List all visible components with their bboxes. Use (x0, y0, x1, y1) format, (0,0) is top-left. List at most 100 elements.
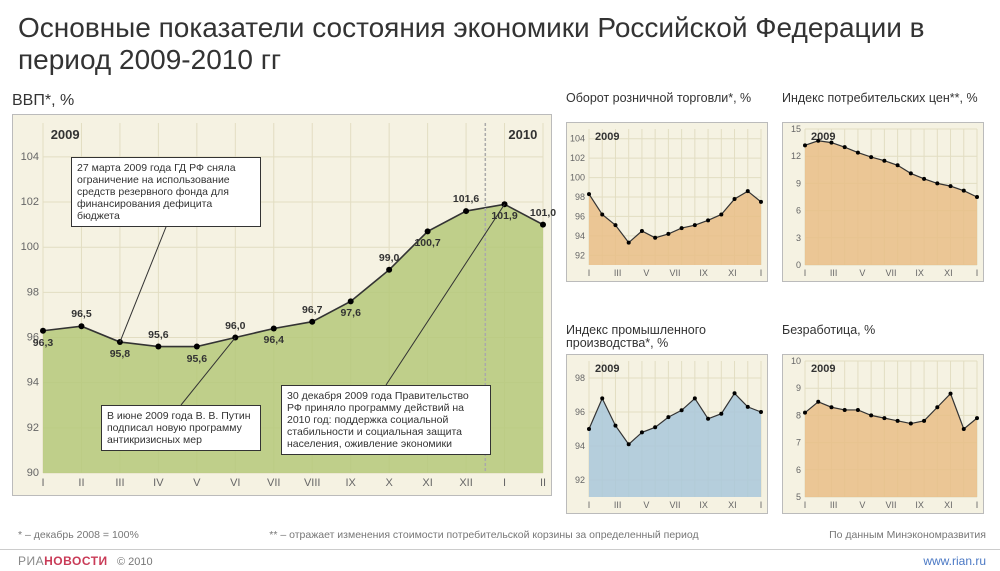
svg-text:IX: IX (699, 500, 708, 510)
svg-text:IX: IX (915, 268, 924, 278)
svg-text:III: III (115, 477, 124, 489)
data-label: 96,5 (71, 308, 91, 320)
mini-chart-retail: Оборот розничной торговли*, % 9294969810… (566, 92, 772, 316)
svg-text:9: 9 (796, 178, 801, 188)
year-label: 2009 (811, 131, 835, 143)
svg-text:V: V (193, 477, 201, 489)
data-label: 96,0 (225, 320, 245, 332)
page-title: Основные показатели состояния экономики … (0, 0, 1000, 82)
charts-container: ВВП*, % 9092949698100102104IIIIIIIVVVIVI… (0, 92, 1000, 547)
year-label: 2009 (595, 363, 619, 375)
mini-chart-plot: 92949698100102104IIIIVVIIIXXII2009 (566, 122, 768, 282)
mini-chart-title: Безработица, % (782, 324, 988, 352)
svg-text:98: 98 (27, 286, 39, 298)
svg-text:I: I (976, 500, 979, 510)
svg-text:100: 100 (21, 241, 39, 253)
svg-text:94: 94 (575, 441, 585, 451)
data-label: 96,7 (302, 304, 322, 316)
year-label: 2009 (811, 363, 835, 375)
svg-text:96: 96 (575, 407, 585, 417)
svg-text:92: 92 (575, 250, 585, 260)
svg-text:94: 94 (27, 377, 39, 389)
data-label: 101,0 (530, 207, 556, 219)
year-label: 2009 (595, 131, 619, 143)
svg-text:104: 104 (570, 134, 585, 144)
footnotes: * – декабрь 2008 = 100% ** – отражает из… (18, 529, 986, 541)
svg-text:I: I (760, 500, 763, 510)
svg-text:90: 90 (27, 467, 39, 479)
svg-text:III: III (830, 268, 838, 278)
svg-text:3: 3 (796, 233, 801, 243)
svg-text:92: 92 (575, 475, 585, 485)
footnote-left: * – декабрь 2008 = 100% (18, 529, 139, 541)
svg-text:II: II (78, 477, 84, 489)
svg-text:VII: VII (885, 500, 896, 510)
data-label: 97,6 (340, 307, 360, 319)
callout: 27 марта 2009 года ГД РФ сняла ограничен… (71, 157, 261, 227)
mini-charts-grid: Оборот розничной торговли*, % 9294969810… (560, 92, 1000, 547)
svg-text:I: I (976, 268, 979, 278)
svg-text:XI: XI (944, 268, 953, 278)
svg-text:III: III (614, 500, 622, 510)
data-label: 99,0 (379, 252, 399, 264)
logo: РИАНОВОСТИ (18, 554, 111, 568)
svg-text:6: 6 (796, 206, 801, 216)
data-label: 96,4 (264, 334, 284, 346)
svg-text:94: 94 (575, 231, 585, 241)
svg-text:VIII: VIII (304, 477, 321, 489)
svg-text:98: 98 (575, 192, 585, 202)
svg-text:IV: IV (153, 477, 164, 489)
mini-chart-plot: 03691215IIIIVVIIIXXII2009 (782, 122, 984, 282)
svg-text:I: I (41, 477, 44, 489)
svg-text:V: V (643, 268, 649, 278)
svg-text:VII: VII (669, 268, 680, 278)
svg-text:104: 104 (21, 151, 39, 163)
year-label: 2010 (508, 127, 537, 142)
svg-text:6: 6 (796, 464, 801, 474)
footer: РИАНОВОСТИ © 2010 www.rian.ru (0, 549, 1000, 571)
svg-text:XII: XII (459, 477, 472, 489)
svg-text:98: 98 (575, 373, 585, 383)
callout: В июне 2009 года В. В. Путин подписал но… (101, 405, 261, 451)
svg-text:102: 102 (570, 153, 585, 163)
svg-text:8: 8 (796, 410, 801, 420)
mini-chart-title: Индекс потребительских цен**, % (782, 92, 988, 120)
main-chart-plot: 9092949698100102104IIIIIIIVVVIVIIVIIIIXX… (12, 114, 552, 496)
svg-text:IX: IX (345, 477, 356, 489)
footnote-right: По данным Минэкономразвития (829, 529, 986, 541)
mini-chart-plot: 92949698IIIIVVIIIXXII2009 (566, 354, 768, 514)
callout: 30 декабря 2009 года Правительство РФ пр… (281, 385, 491, 455)
svg-text:I: I (804, 500, 807, 510)
svg-text:5: 5 (796, 492, 801, 502)
logo-novosti: НОВОСТИ (44, 554, 108, 568)
mini-chart-plot: 5678910IIIIVVIIIXXII2009 (782, 354, 984, 514)
svg-text:I: I (804, 268, 807, 278)
url: www.rian.ru (923, 554, 986, 568)
svg-text:10: 10 (791, 356, 801, 366)
mini-chart-title: Индекс промышленного производства*, % (566, 324, 772, 352)
svg-text:7: 7 (796, 437, 801, 447)
svg-text:IX: IX (699, 268, 708, 278)
data-label: 95,6 (148, 329, 168, 341)
svg-text:VII: VII (669, 500, 680, 510)
data-label: 95,6 (187, 353, 207, 365)
data-label: 100,7 (414, 237, 440, 249)
svg-text:96: 96 (575, 211, 585, 221)
svg-text:XI: XI (422, 477, 432, 489)
svg-text:I: I (760, 268, 763, 278)
svg-text:100: 100 (570, 173, 585, 183)
svg-text:V: V (859, 268, 865, 278)
svg-text:II: II (540, 477, 546, 489)
mini-chart-unemployment: Безработица, % 5678910IIIIVVIIIXXII2009 (782, 324, 988, 548)
copyright: © 2010 (117, 556, 153, 568)
svg-text:V: V (859, 500, 865, 510)
svg-text:15: 15 (791, 124, 801, 134)
svg-text:9: 9 (796, 383, 801, 393)
svg-text:XI: XI (944, 500, 953, 510)
svg-text:V: V (643, 500, 649, 510)
logo-ria: РИА (18, 554, 44, 568)
svg-text:0: 0 (796, 260, 801, 270)
data-label: 101,9 (491, 210, 517, 222)
svg-text:IX: IX (915, 500, 924, 510)
svg-text:X: X (385, 477, 393, 489)
